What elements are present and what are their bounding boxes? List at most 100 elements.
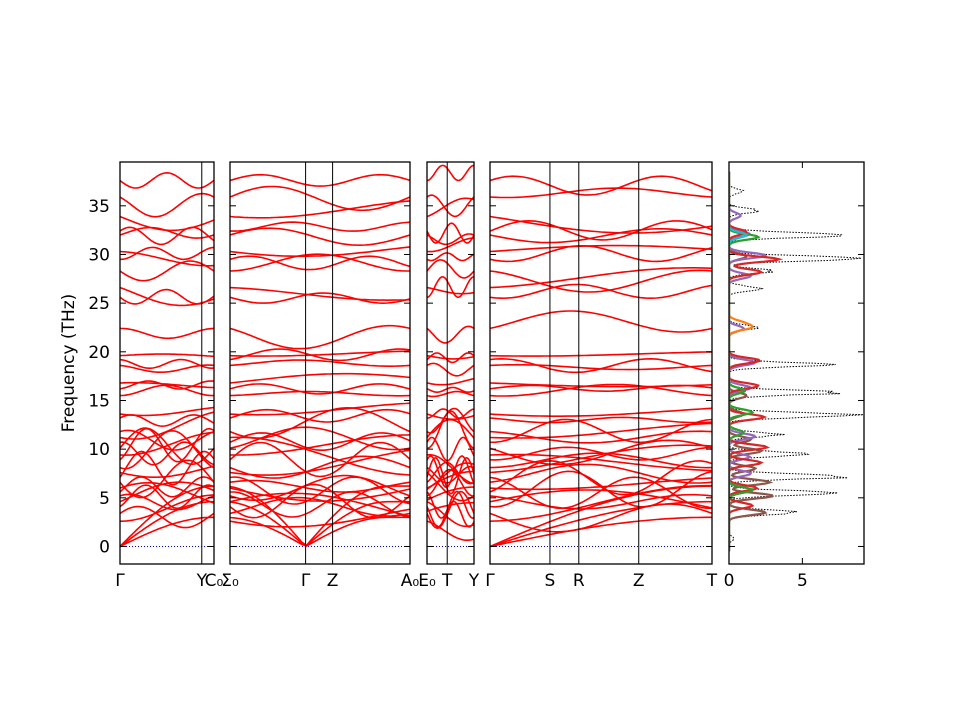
phonon-band bbox=[230, 455, 410, 479]
phonon-band bbox=[490, 215, 712, 234]
phonon-band bbox=[490, 310, 712, 333]
y-tick-label: 5 bbox=[99, 489, 110, 509]
phonon-band bbox=[490, 175, 712, 196]
phonon-band bbox=[120, 482, 214, 504]
phonon-band bbox=[427, 471, 474, 502]
panel-p1: Γ YC₀ bbox=[115, 161, 224, 591]
phonon-band bbox=[120, 459, 214, 499]
phonon-band bbox=[427, 390, 474, 398]
phonon-band bbox=[230, 402, 410, 416]
phonon-band bbox=[120, 364, 214, 373]
panel-frame bbox=[489, 161, 713, 565]
y-axis-label: Frequency (THz) bbox=[59, 294, 79, 433]
phonon-band bbox=[427, 286, 474, 295]
phonon-band bbox=[427, 490, 474, 530]
phonon-band bbox=[490, 418, 712, 444]
phonon-band bbox=[490, 357, 712, 374]
phonon-band bbox=[230, 476, 410, 505]
phonon-band bbox=[427, 413, 474, 421]
phonon-band bbox=[120, 171, 214, 189]
phonon-band bbox=[427, 486, 474, 501]
phonon-band bbox=[230, 487, 410, 502]
phonon-band bbox=[230, 406, 410, 439]
phonon-band bbox=[427, 222, 474, 244]
phonon-band bbox=[120, 505, 214, 529]
panel-p2: Σ₀ Γ Z A₀ bbox=[221, 161, 419, 591]
phonon-band bbox=[230, 441, 410, 478]
phonon-band bbox=[120, 411, 214, 440]
phonon-band bbox=[490, 245, 712, 263]
phonon-band bbox=[490, 484, 712, 522]
phonon-band bbox=[230, 390, 410, 397]
high-symmetry-label: C₀ bbox=[205, 571, 224, 591]
panel-frame bbox=[728, 161, 865, 565]
phonon-band bbox=[427, 259, 474, 279]
phonon-band bbox=[120, 192, 214, 218]
panel-frame bbox=[426, 161, 475, 565]
high-symmetry-label: Σ₀ bbox=[221, 571, 239, 591]
phonon-band bbox=[490, 453, 712, 472]
phonon-band bbox=[230, 227, 410, 247]
phonon-band bbox=[230, 292, 410, 305]
panel-plot-area bbox=[729, 171, 864, 552]
phonon-band bbox=[230, 483, 410, 519]
phonon-band bbox=[120, 484, 214, 510]
phonon-band bbox=[427, 436, 474, 462]
phonon-band bbox=[230, 408, 410, 423]
dos-projected-series bbox=[729, 171, 784, 552]
phonon-band bbox=[230, 496, 410, 517]
phonon-band bbox=[120, 406, 214, 417]
phonon-band bbox=[230, 474, 410, 501]
panel-plot-area bbox=[490, 175, 712, 548]
phonon-band bbox=[120, 431, 214, 457]
high-symmetry-label: Z bbox=[633, 571, 645, 591]
high-symmetry-label: T bbox=[706, 571, 718, 591]
phonon-band bbox=[490, 416, 712, 424]
phonon-band bbox=[427, 164, 474, 182]
phonon-band bbox=[490, 463, 712, 484]
phonon-band bbox=[427, 456, 474, 495]
phonon-band bbox=[230, 185, 410, 212]
high-symmetry-label: Γ bbox=[115, 571, 125, 591]
phonon-band bbox=[230, 253, 410, 272]
phonon-band bbox=[120, 226, 214, 246]
phonon-band bbox=[120, 414, 214, 428]
phonon-band bbox=[427, 237, 474, 253]
phonon-band bbox=[490, 269, 712, 293]
phonon-band bbox=[427, 455, 474, 489]
phonon-band bbox=[120, 516, 214, 548]
phonon-band bbox=[230, 359, 410, 367]
phonon-band bbox=[490, 228, 712, 244]
phonon-band bbox=[120, 286, 214, 307]
phonon-band bbox=[427, 252, 474, 262]
phonon-band bbox=[120, 327, 214, 340]
phonon-band bbox=[230, 246, 410, 258]
phonon-band bbox=[120, 260, 214, 282]
phonon-band bbox=[427, 325, 474, 344]
phonon-band bbox=[120, 476, 214, 498]
panel-frame bbox=[229, 161, 411, 565]
phonon-band bbox=[427, 386, 474, 394]
high-symmetry-label: T bbox=[441, 571, 453, 591]
phonon-band bbox=[120, 441, 214, 466]
phonon-band bbox=[120, 429, 214, 451]
phonon-band bbox=[230, 449, 410, 476]
phonon-band bbox=[230, 492, 410, 518]
phonon-band bbox=[427, 407, 474, 434]
phonon-band bbox=[427, 354, 474, 360]
phonon-band bbox=[427, 362, 474, 377]
phonon-band bbox=[490, 283, 712, 300]
phonon-band bbox=[230, 491, 410, 518]
y-tick-label: 15 bbox=[88, 391, 110, 411]
phonon-band bbox=[490, 444, 712, 474]
y-tick-label: 35 bbox=[88, 197, 110, 217]
high-symmetry-label: Z bbox=[327, 571, 339, 591]
phonon-band bbox=[120, 358, 214, 369]
dos-x-tick-label: 0 bbox=[724, 571, 735, 591]
phonon-band bbox=[120, 381, 214, 389]
dos-projected-series bbox=[729, 171, 749, 552]
